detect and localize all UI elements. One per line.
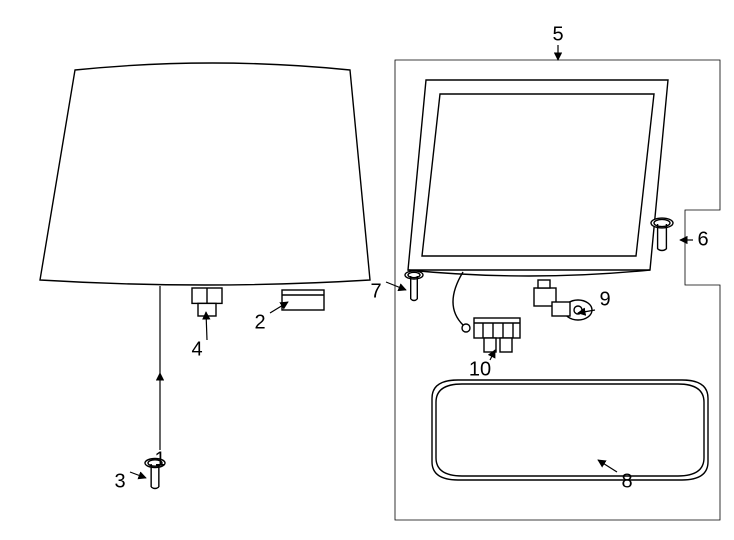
callout-label-8: 8	[621, 470, 632, 492]
bolt-6	[651, 218, 673, 250]
callout-leader	[386, 282, 406, 290]
callout-label-10: 10	[469, 358, 491, 380]
clip-2	[282, 290, 324, 310]
callout-leader	[598, 460, 617, 472]
bolt-7	[405, 271, 423, 301]
sunroof-motor	[534, 280, 592, 320]
glass-panel	[40, 63, 370, 285]
callout-leader	[130, 472, 146, 478]
sunroof-seal	[432, 380, 708, 480]
callout-label-7: 7	[370, 280, 381, 302]
callout-label-6: 6	[697, 228, 708, 250]
parts-diagram: 1 2 3 4 5 6 7 8 9 10	[0, 0, 734, 540]
retainer-clip-4	[192, 288, 222, 316]
callout-label-5: 5	[552, 23, 563, 45]
callout-label-4: 4	[191, 338, 202, 360]
sunroof-frame-inner	[422, 94, 654, 256]
callout-label-2: 2	[254, 311, 265, 333]
connector-module	[474, 318, 520, 352]
assembly-group-box	[395, 60, 720, 520]
callout-label-1: 1	[154, 448, 165, 470]
callout-label-3: 3	[114, 470, 125, 492]
callout-label-9: 9	[599, 288, 610, 310]
sunroof-frame-outer	[408, 80, 668, 270]
